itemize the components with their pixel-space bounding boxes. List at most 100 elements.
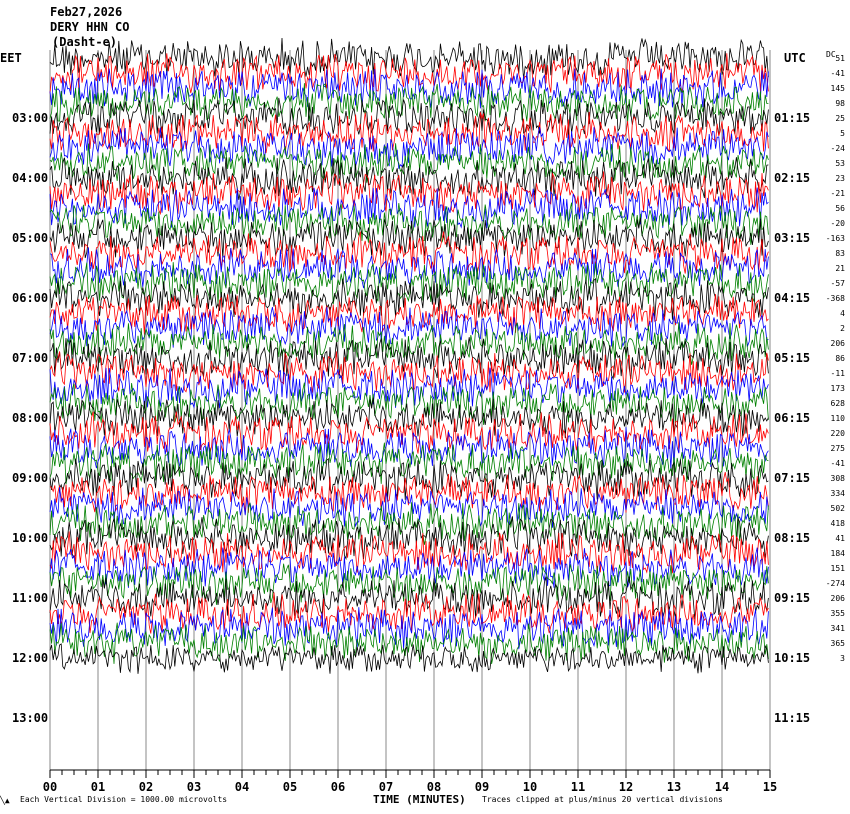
trace-row-25 bbox=[49, 397, 769, 439]
right-hour-label: 09:15 bbox=[774, 591, 810, 605]
right-hour-axis: 01:15 02:15 03:15 04:15 05:15 06:15 07:15 08:15… bbox=[774, 111, 810, 725]
dc-offset-value: 110 bbox=[831, 414, 846, 423]
trace-row-16 bbox=[49, 262, 769, 305]
x-tick-label: 01 bbox=[91, 780, 105, 794]
x-tick-label: 00 bbox=[43, 780, 57, 794]
dc-offset-value: -57 bbox=[831, 279, 846, 288]
left-hour-label: 13:00 bbox=[12, 711, 48, 725]
trace-row-15 bbox=[49, 247, 769, 289]
trace-row-9 bbox=[49, 157, 769, 200]
left-hour-label: 12:00 bbox=[12, 651, 48, 665]
x-tick-label: 09 bbox=[475, 780, 489, 794]
dc-offset-value: -20 bbox=[831, 219, 846, 228]
dc-offset-value: 308 bbox=[831, 474, 846, 483]
right-hour-label: 08:15 bbox=[774, 531, 810, 545]
dc-offset-value: 502 bbox=[831, 504, 846, 513]
dc-offset-value: 53 bbox=[835, 159, 845, 168]
right-hour-label: 02:15 bbox=[774, 171, 810, 185]
dc-offset-value: 56 bbox=[835, 204, 845, 213]
dc-offset-value: 83 bbox=[835, 249, 845, 258]
trace-row-26 bbox=[49, 411, 769, 455]
trace-row-30 bbox=[49, 472, 769, 515]
left-hour-label: 08:00 bbox=[12, 411, 48, 425]
dc-offset-column: 51-4114598255-245323-2156-20-1638321-57-… bbox=[826, 54, 845, 663]
x-tick-label: 11 bbox=[571, 780, 585, 794]
clip-note: Traces clipped at plus/minus 20 vertical… bbox=[482, 795, 723, 804]
trace-row-5 bbox=[49, 97, 769, 140]
trace-row-14 bbox=[49, 231, 769, 275]
trace-row-10 bbox=[49, 171, 769, 216]
trace-row-21 bbox=[49, 337, 769, 381]
dc-offset-value: 418 bbox=[831, 519, 846, 528]
left-hour-label: 03:00 bbox=[12, 111, 48, 125]
trace-row-13 bbox=[49, 217, 769, 259]
trace-row-41 bbox=[49, 643, 769, 674]
trace-row-34 bbox=[49, 531, 769, 574]
right-hour-label: 03:15 bbox=[774, 231, 810, 245]
trace-row-36 bbox=[49, 563, 769, 605]
dc-offset-value: 21 bbox=[835, 264, 845, 273]
trace-row-11 bbox=[49, 187, 769, 229]
trace-row-20 bbox=[49, 322, 769, 365]
x-tick-label: 05 bbox=[283, 780, 297, 794]
dc-offset-value: -368 bbox=[826, 294, 845, 303]
trace-row-8 bbox=[49, 143, 769, 183]
x-tick-label: 07 bbox=[379, 780, 393, 794]
seismic-traces bbox=[49, 37, 769, 674]
right-hour-label: 10:15 bbox=[774, 651, 810, 665]
dc-label: DC bbox=[826, 50, 836, 59]
dc-offset-value: 355 bbox=[831, 609, 846, 618]
x-tick-label: 13 bbox=[667, 780, 681, 794]
dc-offset-value: -21 bbox=[831, 189, 846, 198]
right-hour-label: 05:15 bbox=[774, 351, 810, 365]
trace-row-39 bbox=[49, 607, 769, 650]
left-hour-label: 05:00 bbox=[12, 231, 48, 245]
dc-offset-value: 173 bbox=[831, 384, 846, 393]
trace-row-29 bbox=[49, 457, 769, 500]
trace-row-1 bbox=[49, 37, 769, 80]
dc-offset-value: -41 bbox=[831, 69, 846, 78]
dc-offset-value: 145 bbox=[831, 84, 846, 93]
dc-offset-value: -163 bbox=[826, 234, 845, 243]
dc-offset-value: 5 bbox=[840, 129, 845, 138]
left-hour-label: 06:00 bbox=[12, 291, 48, 305]
trace-row-6 bbox=[49, 111, 769, 154]
x-axis: 00 01 02 03 04 05 06 07 08 09 10 11 12 13 14 15 bbox=[43, 769, 777, 794]
x-tick-label: 08 bbox=[427, 780, 441, 794]
right-hour-label: 11:15 bbox=[774, 711, 810, 725]
dc-offset-value: 341 bbox=[831, 624, 846, 633]
trace-row-4 bbox=[49, 83, 769, 123]
left-hour-label: 11:00 bbox=[12, 591, 48, 605]
dc-offset-value: 2 bbox=[840, 324, 845, 333]
dc-offset-value: -11 bbox=[831, 369, 846, 378]
right-timezone-label: UTC bbox=[784, 51, 806, 65]
dc-offset-value: 220 bbox=[831, 429, 846, 438]
x-tick-label: 04 bbox=[235, 780, 249, 794]
dc-offset-value: 41 bbox=[835, 534, 845, 543]
x-tick-label: 10 bbox=[523, 780, 537, 794]
dc-offset-value: 206 bbox=[831, 594, 846, 603]
dc-offset-value: 86 bbox=[835, 354, 845, 363]
left-hour-label: 04:00 bbox=[12, 171, 48, 185]
right-hour-label: 06:15 bbox=[774, 411, 810, 425]
station-label: DERY HHN CO bbox=[50, 20, 129, 34]
trace-row-40 bbox=[49, 622, 769, 665]
x-tick-label: 02 bbox=[139, 780, 153, 794]
dc-offset-value: 206 bbox=[831, 339, 846, 348]
x-tick-label: 14 bbox=[715, 780, 729, 794]
dc-offset-value: 4 bbox=[840, 309, 845, 318]
dc-offset-value: 334 bbox=[831, 489, 846, 498]
x-axis-title: TIME (MINUTES) bbox=[373, 793, 466, 806]
trace-row-27 bbox=[49, 427, 769, 470]
left-timezone-label: EET bbox=[0, 51, 22, 65]
dc-offset-value: 184 bbox=[831, 549, 846, 558]
trace-row-12 bbox=[49, 202, 769, 245]
trace-row-33 bbox=[49, 516, 769, 561]
right-hour-label: 01:15 bbox=[774, 111, 810, 125]
left-hour-label: 09:00 bbox=[12, 471, 48, 485]
dc-offset-value: 628 bbox=[831, 399, 846, 408]
trace-row-31 bbox=[49, 487, 769, 528]
channel-label: (Dasht-e) bbox=[52, 35, 117, 49]
right-hour-label: 04:15 bbox=[774, 291, 810, 305]
